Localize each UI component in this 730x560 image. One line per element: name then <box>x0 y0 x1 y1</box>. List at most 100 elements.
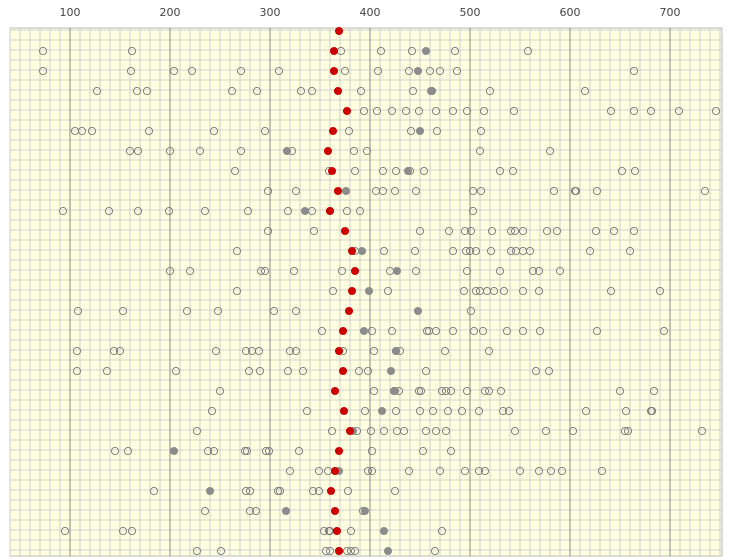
dot <box>340 66 350 76</box>
dot <box>345 426 355 436</box>
dot <box>411 266 421 276</box>
dot <box>571 186 581 196</box>
dot <box>245 506 255 516</box>
dot <box>283 206 293 216</box>
dot <box>240 446 250 456</box>
dot <box>515 466 525 476</box>
dot <box>474 466 484 476</box>
dot <box>557 466 567 476</box>
dot <box>213 306 223 316</box>
dot <box>390 486 400 496</box>
dot <box>144 126 154 136</box>
dot <box>621 406 631 416</box>
dot <box>109 346 119 356</box>
dot <box>215 386 225 396</box>
dot <box>649 386 659 396</box>
dot <box>263 226 273 236</box>
dot <box>431 426 441 436</box>
dot <box>364 286 374 296</box>
dot <box>344 126 354 136</box>
dot <box>391 406 401 416</box>
dot <box>465 246 475 256</box>
dot <box>378 186 388 196</box>
dot <box>459 286 469 296</box>
dot <box>711 106 721 116</box>
dot <box>535 326 545 336</box>
dot <box>187 66 197 76</box>
dot <box>476 186 486 196</box>
dot <box>415 406 425 416</box>
dot <box>289 266 299 276</box>
dot <box>580 86 590 96</box>
dot <box>615 386 625 396</box>
dot <box>350 166 360 176</box>
dot <box>413 66 423 76</box>
dot <box>435 466 445 476</box>
dot <box>329 46 339 56</box>
dot <box>323 146 333 156</box>
dot <box>256 266 266 276</box>
dot <box>346 526 356 536</box>
dot <box>430 546 440 556</box>
dot <box>211 346 221 356</box>
dot <box>203 446 213 456</box>
dot <box>251 506 261 516</box>
dot <box>466 226 476 236</box>
dot <box>383 546 393 556</box>
x-tick-label: 500 <box>460 6 481 19</box>
dot <box>333 186 343 196</box>
dot <box>542 226 552 236</box>
dot <box>72 346 82 356</box>
dot <box>418 446 428 456</box>
dot <box>363 466 373 476</box>
dot <box>363 366 373 376</box>
dot <box>377 406 387 416</box>
dot <box>544 366 554 376</box>
dot <box>118 306 128 316</box>
dot <box>245 486 255 496</box>
dot <box>338 326 348 336</box>
dot <box>367 446 377 456</box>
dot <box>518 226 528 236</box>
dot <box>142 86 152 96</box>
dot <box>319 526 329 536</box>
dot <box>390 186 400 196</box>
dot <box>440 346 450 356</box>
dot <box>466 306 476 316</box>
dot <box>327 166 337 176</box>
dot <box>349 146 359 156</box>
dot <box>195 146 205 156</box>
dot <box>617 166 627 176</box>
dot <box>169 66 179 76</box>
dot <box>406 126 416 136</box>
dot <box>510 426 520 436</box>
dot <box>408 86 418 96</box>
dot <box>354 366 364 376</box>
dot <box>332 526 342 536</box>
dot <box>126 66 136 76</box>
dot <box>171 366 181 376</box>
dot <box>298 366 308 376</box>
dot <box>342 546 352 556</box>
dot <box>334 346 344 356</box>
dot <box>355 206 365 216</box>
dot <box>425 66 435 76</box>
dot <box>446 446 456 456</box>
dot <box>403 166 413 176</box>
dot <box>597 466 607 476</box>
dot <box>242 446 252 456</box>
dot <box>391 346 401 356</box>
dot <box>182 306 192 316</box>
dot <box>200 206 210 216</box>
dot <box>387 326 397 336</box>
dot <box>592 186 602 196</box>
dot <box>428 406 438 416</box>
dot <box>328 286 338 296</box>
dot <box>360 406 370 416</box>
dot <box>461 246 471 256</box>
dot <box>426 86 436 96</box>
dot <box>340 226 350 236</box>
dot <box>448 246 458 256</box>
dot <box>441 386 451 396</box>
dot <box>495 166 505 176</box>
